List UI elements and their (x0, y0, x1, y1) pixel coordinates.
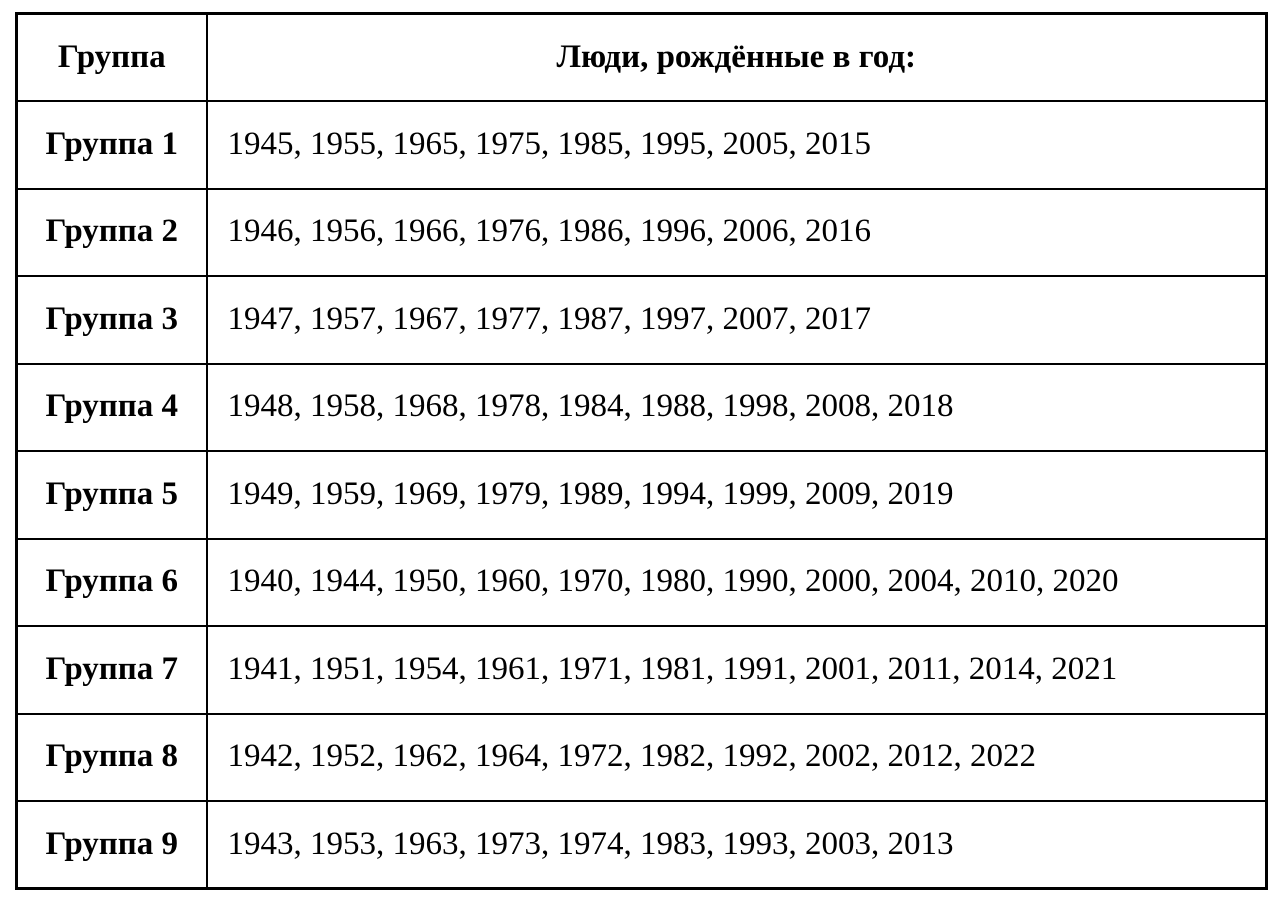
group-cell: Группа 9 (15, 800, 208, 890)
years-column-header: Люди, рождённые в год: (205, 12, 1268, 102)
years-cell: 1947, 1957, 1967, 1977, 1987, 1997, 2007… (205, 275, 1268, 365)
table-row: Группа 9 1943, 1953, 1963, 1973, 1974, 1… (15, 800, 1268, 890)
group-cell: Группа 3 (15, 275, 208, 365)
group-cell: Группа 8 (15, 712, 208, 802)
birth-year-groups-table: Группа Люди, рождённые в год: Группа 1 1… (15, 12, 1268, 890)
years-cell: 1943, 1953, 1963, 1973, 1974, 1983, 1993… (205, 800, 1268, 890)
group-cell: Группа 2 (15, 187, 208, 277)
table-header-row: Группа Люди, рождённые в год: (15, 12, 1268, 102)
group-cell: Группа 4 (15, 362, 208, 452)
years-cell: 1949, 1959, 1969, 1979, 1989, 1994, 1999… (205, 450, 1268, 540)
years-cell: 1942, 1952, 1962, 1964, 1972, 1982, 1992… (205, 712, 1268, 802)
group-cell: Группа 7 (15, 625, 208, 715)
table-row: Группа 3 1947, 1957, 1967, 1977, 1987, 1… (15, 275, 1268, 365)
years-cell: 1948, 1958, 1968, 1978, 1984, 1988, 1998… (205, 362, 1268, 452)
years-cell: 1940, 1944, 1950, 1960, 1970, 1980, 1990… (205, 537, 1268, 627)
years-cell: 1945, 1955, 1965, 1975, 1985, 1995, 2005… (205, 100, 1268, 190)
group-cell: Группа 5 (15, 450, 208, 540)
table-row: Группа 6 1940, 1944, 1950, 1960, 1970, 1… (15, 537, 1268, 627)
years-cell: 1941, 1951, 1954, 1961, 1971, 1981, 1991… (205, 625, 1268, 715)
group-cell: Группа 6 (15, 537, 208, 627)
table-row: Группа 7 1941, 1951, 1954, 1961, 1971, 1… (15, 625, 1268, 715)
years-cell: 1946, 1956, 1966, 1976, 1986, 1996, 2006… (205, 187, 1268, 277)
table-row: Группа 2 1946, 1956, 1966, 1976, 1986, 1… (15, 187, 1268, 277)
group-column-header: Группа (15, 12, 208, 102)
table-row: Группа 1 1945, 1955, 1965, 1975, 1985, 1… (15, 100, 1268, 190)
table-row: Группа 5 1949, 1959, 1969, 1979, 1989, 1… (15, 450, 1268, 540)
table-row: Группа 8 1942, 1952, 1962, 1964, 1972, 1… (15, 712, 1268, 802)
table-row: Группа 4 1948, 1958, 1968, 1978, 1984, 1… (15, 362, 1268, 452)
group-cell: Группа 1 (15, 100, 208, 190)
